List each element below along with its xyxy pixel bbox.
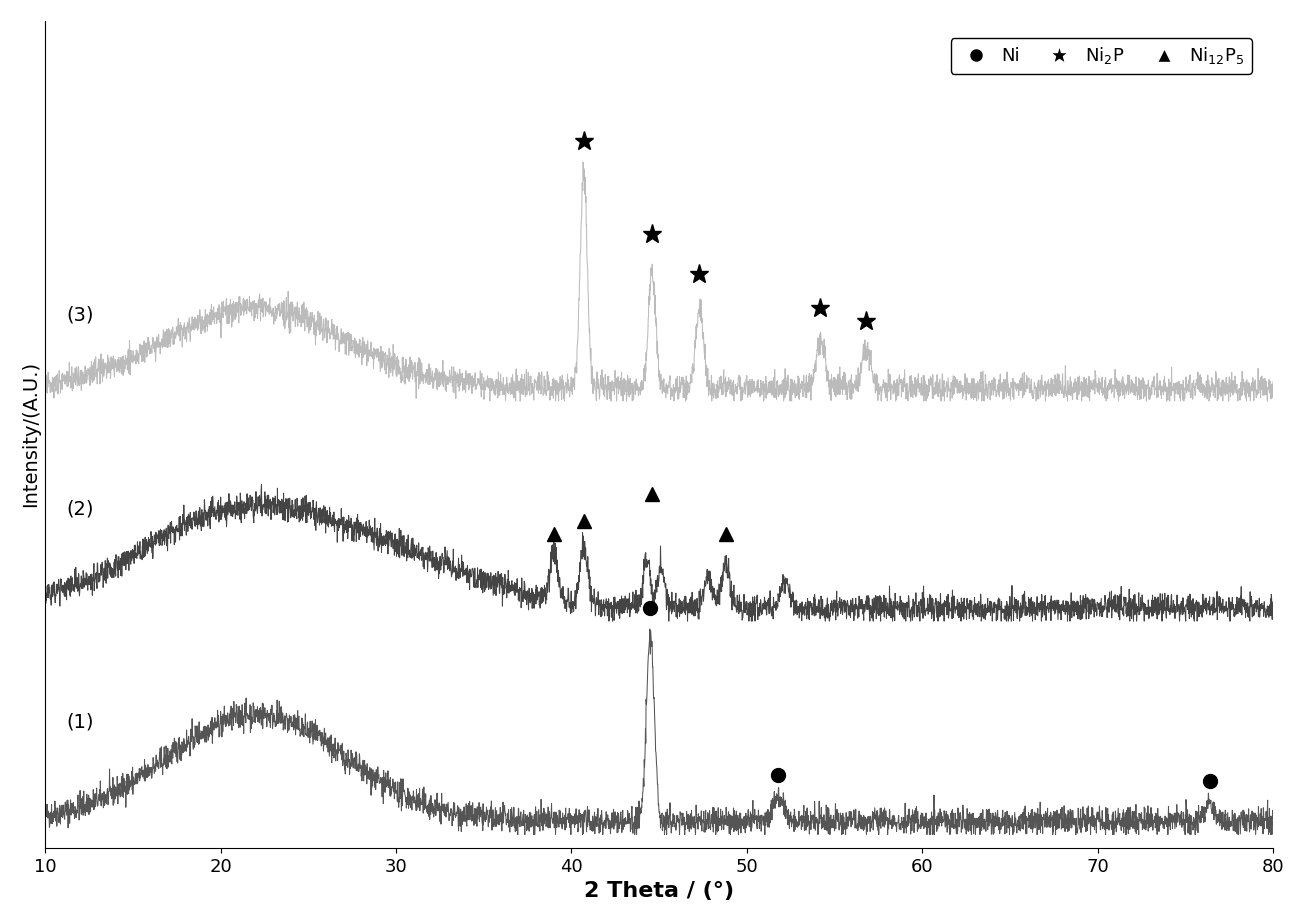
Text: (3): (3)	[67, 306, 94, 325]
Legend: Ni, Ni$_2$P, Ni$_{12}$P$_5$: Ni, Ni$_2$P, Ni$_{12}$P$_5$	[950, 38, 1251, 74]
Text: (2): (2)	[67, 500, 94, 518]
Text: (1): (1)	[67, 713, 94, 732]
X-axis label: 2 Theta / (°): 2 Theta / (°)	[585, 881, 735, 901]
Y-axis label: Intensity/(A.U.): Intensity/(A.U.)	[21, 361, 40, 507]
